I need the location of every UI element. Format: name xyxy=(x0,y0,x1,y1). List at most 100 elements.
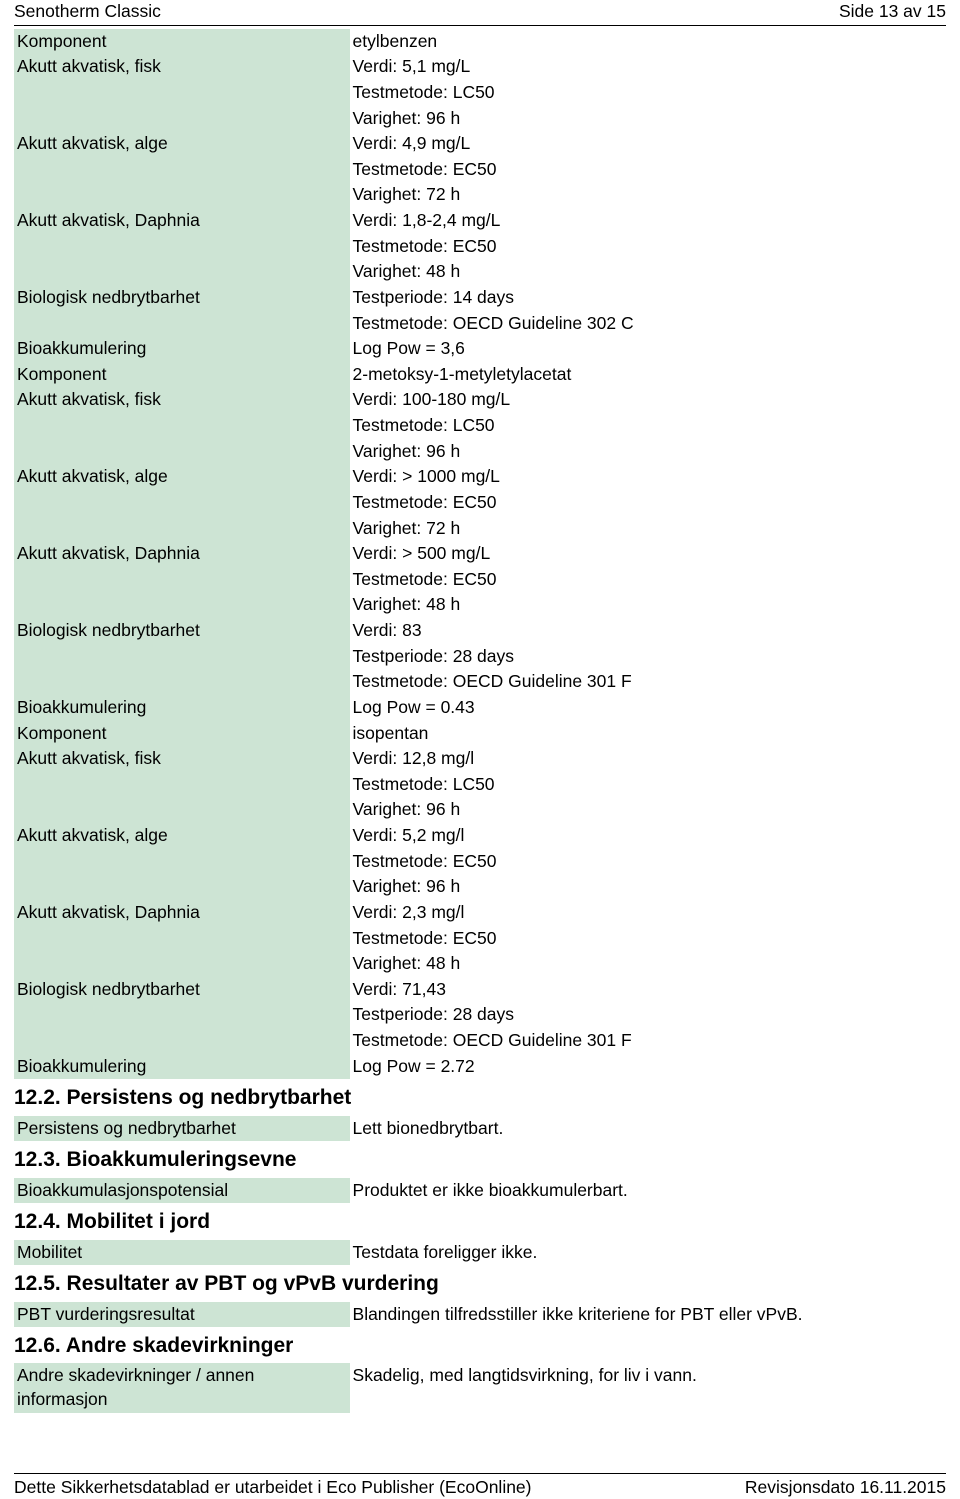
property-value: Log Pow = 0.43 xyxy=(350,695,946,721)
property-label: PBT vurderingsresultat xyxy=(14,1302,350,1328)
table-row: Akutt akvatisk, fiskVerdi: 5,1 mg/L xyxy=(14,54,946,80)
table-row: BioakkumuleringLog Pow = 3,6 xyxy=(14,336,946,362)
property-value: etylbenzen xyxy=(350,29,946,55)
property-label: Akutt akvatisk, alge xyxy=(14,823,350,900)
property-value: Testmetode: LC50 xyxy=(350,772,946,798)
property-label: Akutt akvatisk, fisk xyxy=(14,746,350,823)
property-label: Bioakkumulering xyxy=(14,1054,350,1080)
ecotox-table: KomponentetylbenzenAkutt akvatisk, fiskV… xyxy=(14,29,946,1080)
property-value: Produktet er ikke bioakkumulerbart. xyxy=(350,1178,946,1204)
property-value: Testdata foreligger ikke. xyxy=(350,1240,946,1266)
property-value: Log Pow = 3,6 xyxy=(350,336,946,362)
property-value: Verdi: 1,8-2,4 mg/L xyxy=(350,208,946,234)
property-value: Varighet: 96 h xyxy=(350,874,946,900)
property-label: Akutt akvatisk, fisk xyxy=(14,387,350,464)
property-value: Testmetode: EC50 xyxy=(350,926,946,952)
table-row: BioakkumuleringLog Pow = 0.43 xyxy=(14,695,946,721)
property-label: Biologisk nedbrytbarhet xyxy=(14,618,350,695)
property-value: Verdi: 5,1 mg/L xyxy=(350,54,946,80)
property-value: Verdi: 2,3 mg/l xyxy=(350,900,946,926)
table-row: BioakkumulasjonspotensialProduktet er ik… xyxy=(14,1178,946,1204)
property-value: Testmetode: EC50 xyxy=(350,567,946,593)
property-value: Testmetode: EC50 xyxy=(350,234,946,260)
property-value: Varighet: 48 h xyxy=(350,259,946,285)
property-label: Akutt akvatisk, alge xyxy=(14,464,350,541)
doc-title: Senotherm Classic xyxy=(14,0,161,24)
property-value: Varighet: 96 h xyxy=(350,439,946,465)
table-row: Akutt akvatisk, DaphniaVerdi: 2,3 mg/l xyxy=(14,900,946,926)
section-12-3-table: BioakkumulasjonspotensialProduktet er ik… xyxy=(14,1178,946,1204)
property-value: Testmetode: LC50 xyxy=(350,80,946,106)
table-row: Biologisk nedbrytbarhetTestperiode: 14 d… xyxy=(14,285,946,311)
section-12-5-table: PBT vurderingsresultatBlandingen tilfred… xyxy=(14,1302,946,1328)
property-value: Verdi: 12,8 mg/l xyxy=(350,746,946,772)
property-label: Akutt akvatisk, fisk xyxy=(14,54,350,131)
table-row: Akutt akvatisk, algeVerdi: > 1000 mg/L xyxy=(14,464,946,490)
property-value: Testmetode: LC50 xyxy=(350,413,946,439)
property-value: Testmetode: EC50 xyxy=(350,157,946,183)
table-row: Akutt akvatisk, algeVerdi: 5,2 mg/l xyxy=(14,823,946,849)
property-value: Varighet: 48 h xyxy=(350,592,946,618)
page-header: Senotherm Classic Side 13 av 15 xyxy=(14,0,946,26)
property-value: isopentan xyxy=(350,721,946,747)
section-12-6-heading: 12.6. Andre skadevirkninger xyxy=(14,1327,946,1363)
section-12-5-heading: 12.5. Resultater av PBT og vPvB vurderin… xyxy=(14,1265,946,1301)
section-12-2-table: Persistens og nedbrytbarhetLett bionedbr… xyxy=(14,1116,946,1142)
property-value: Varighet: 96 h xyxy=(350,106,946,132)
table-row: Komponentetylbenzen xyxy=(14,29,946,55)
table-row: Biologisk nedbrytbarhetVerdi: 71,43 xyxy=(14,977,946,1003)
table-row: Biologisk nedbrytbarhetVerdi: 83 xyxy=(14,618,946,644)
footer-left: Dette Sikkerhetsdatablad er utarbeidet i… xyxy=(14,1476,532,1499)
table-row: Akutt akvatisk, fiskVerdi: 100-180 mg/L xyxy=(14,387,946,413)
property-value: Varighet: 72 h xyxy=(350,182,946,208)
footer-right: Revisjonsdato 16.11.2015 xyxy=(745,1476,946,1499)
property-label: Mobilitet xyxy=(14,1240,350,1266)
table-row: Persistens og nedbrytbarhetLett bionedbr… xyxy=(14,1116,946,1142)
table-row: Akutt akvatisk, DaphniaVerdi: > 500 mg/L xyxy=(14,541,946,567)
property-value: Varighet: 48 h xyxy=(350,951,946,977)
section-12-4-table: MobilitetTestdata foreligger ikke. xyxy=(14,1240,946,1266)
property-value: Testmetode: OECD Guideline 301 F xyxy=(350,669,946,695)
property-value: Verdi: 100-180 mg/L xyxy=(350,387,946,413)
table-row: Akutt akvatisk, DaphniaVerdi: 1,8-2,4 mg… xyxy=(14,208,946,234)
property-label: Akutt akvatisk, Daphnia xyxy=(14,900,350,977)
table-row: MobilitetTestdata foreligger ikke. xyxy=(14,1240,946,1266)
page-footer: Dette Sikkerhetsdatablad er utarbeidet i… xyxy=(14,1473,946,1499)
property-value: Testperiode: 28 days xyxy=(350,1002,946,1028)
property-value: Testmetode: EC50 xyxy=(350,490,946,516)
property-label: Akutt akvatisk, Daphnia xyxy=(14,208,350,285)
property-label: Komponent xyxy=(14,362,350,388)
property-label: Komponent xyxy=(14,721,350,747)
table-row: Akutt akvatisk, algeVerdi: 4,9 mg/L xyxy=(14,131,946,157)
property-label: Komponent xyxy=(14,29,350,55)
table-row: Andre skadevirkninger / annen informasjo… xyxy=(14,1363,946,1412)
property-value: Log Pow = 2.72 xyxy=(350,1054,946,1080)
property-label: Akutt akvatisk, alge xyxy=(14,131,350,208)
property-value: Verdi: > 1000 mg/L xyxy=(350,464,946,490)
page-number: Side 13 av 15 xyxy=(839,0,946,24)
table-row: PBT vurderingsresultatBlandingen tilfred… xyxy=(14,1302,946,1328)
property-label: Persistens og nedbrytbarhet xyxy=(14,1116,350,1142)
property-value: Verdi: 71,43 xyxy=(350,977,946,1003)
property-value: Testmetode: EC50 xyxy=(350,849,946,875)
property-value: Testmetode: OECD Guideline 301 F xyxy=(350,1028,946,1054)
property-label: Bioakkumulering xyxy=(14,695,350,721)
property-value: Verdi: 83 xyxy=(350,618,946,644)
property-label: Bioakkumulering xyxy=(14,336,350,362)
property-label: Bioakkumulasjonspotensial xyxy=(14,1178,350,1204)
section-12-2-heading: 12.2. Persistens og nedbrytbarhet xyxy=(14,1079,946,1115)
property-value: Testperiode: 14 days xyxy=(350,285,946,311)
property-label: Andre skadevirkninger / annen informasjo… xyxy=(14,1363,350,1412)
property-value: Varighet: 72 h xyxy=(350,516,946,542)
property-value: 2-metoksy-1-metyletylacetat xyxy=(350,362,946,388)
property-value: Varighet: 96 h xyxy=(350,797,946,823)
section-12-4-heading: 12.4. Mobilitet i jord xyxy=(14,1203,946,1239)
property-value: Verdi: 4,9 mg/L xyxy=(350,131,946,157)
property-value: Lett bionedbrytbart. xyxy=(350,1116,946,1142)
table-row: BioakkumuleringLog Pow = 2.72 xyxy=(14,1054,946,1080)
table-row: Komponentisopentan xyxy=(14,721,946,747)
section-12-6-table: Andre skadevirkninger / annen informasjo… xyxy=(14,1363,946,1412)
section-12-3-heading: 12.3. Bioakkumuleringsevne xyxy=(14,1141,946,1177)
property-value: Verdi: > 500 mg/L xyxy=(350,541,946,567)
property-label: Biologisk nedbrytbarhet xyxy=(14,977,350,1054)
